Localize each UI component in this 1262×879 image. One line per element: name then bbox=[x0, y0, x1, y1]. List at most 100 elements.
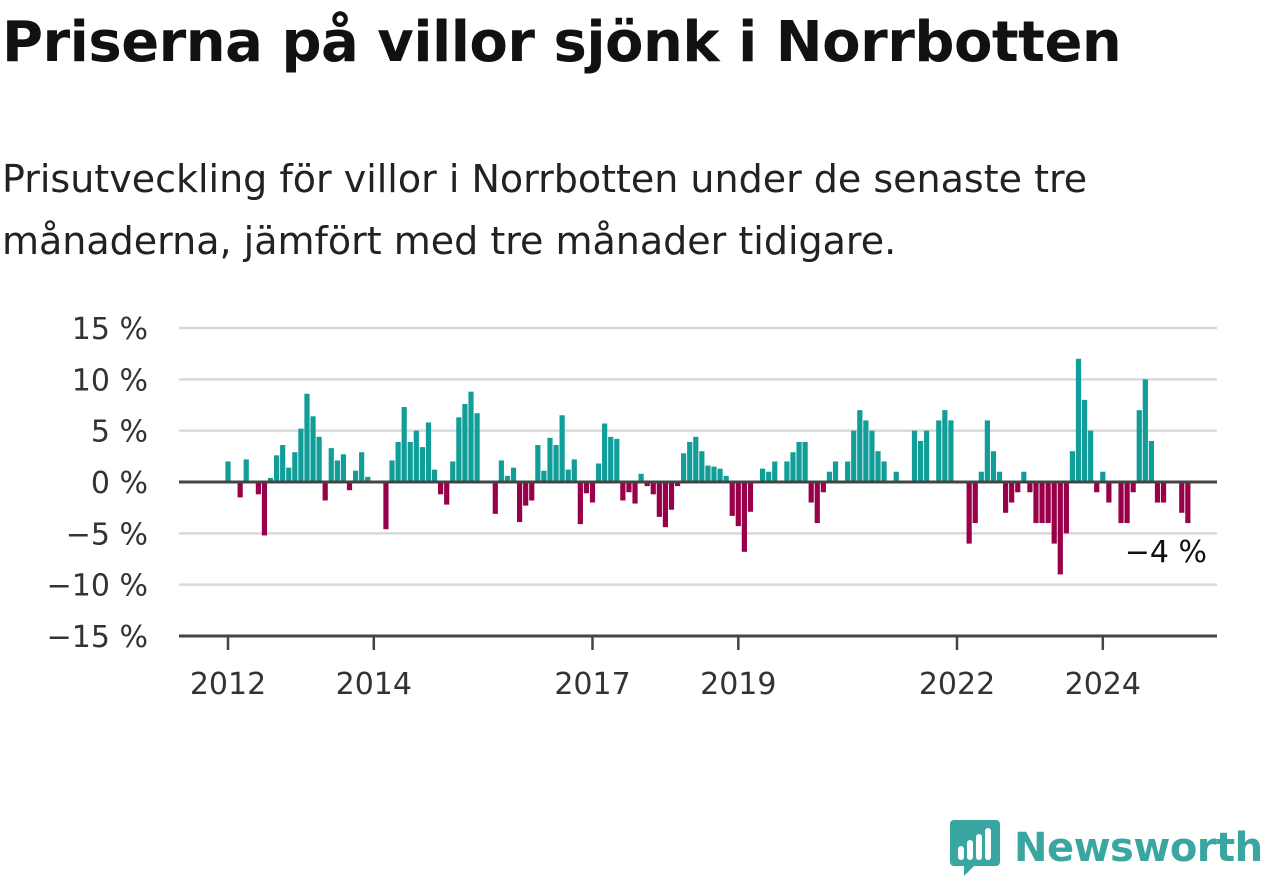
bar bbox=[1185, 482, 1191, 524]
bar bbox=[893, 471, 899, 482]
bar bbox=[790, 452, 796, 482]
bar bbox=[1003, 482, 1009, 513]
bar bbox=[1069, 451, 1076, 482]
bar bbox=[274, 455, 280, 482]
bar bbox=[419, 447, 425, 482]
bar bbox=[1039, 482, 1045, 524]
bar bbox=[1130, 482, 1136, 493]
bar bbox=[1124, 482, 1130, 524]
bar bbox=[1021, 471, 1027, 482]
bar bbox=[851, 430, 857, 482]
bar bbox=[316, 436, 322, 482]
bar bbox=[413, 430, 419, 482]
bar-chart: 15 %10 %5 %0 %−5 %−10 %−15 % 2012 2014 201… bbox=[47, 312, 1217, 700]
bar bbox=[365, 476, 371, 482]
bar bbox=[1057, 482, 1063, 575]
y-tick-label: 0 % bbox=[91, 466, 148, 501]
bar bbox=[1142, 379, 1148, 482]
bar bbox=[972, 482, 978, 524]
bar bbox=[444, 482, 450, 505]
bar bbox=[826, 471, 833, 482]
bar bbox=[656, 482, 662, 517]
bar bbox=[948, 420, 954, 482]
chart-title: Priserna på villor sjönk i Norrbotten bbox=[2, 10, 1122, 75]
bar bbox=[225, 461, 231, 482]
x-tick-label: 2022 bbox=[919, 667, 995, 700]
bar bbox=[1045, 482, 1051, 524]
bar bbox=[845, 461, 851, 482]
bar bbox=[766, 471, 772, 482]
gridlines bbox=[179, 326, 1217, 586]
newsworthy-logo-icon bbox=[950, 820, 1000, 876]
x-axis-tick-labels: 2012 2014 2017 2019 2022 2024 bbox=[190, 636, 1141, 700]
y-tick-label: −15 % bbox=[47, 620, 148, 655]
bar bbox=[498, 460, 504, 482]
bar bbox=[438, 482, 444, 495]
bar bbox=[674, 482, 681, 487]
bar bbox=[717, 468, 723, 482]
bar bbox=[255, 482, 261, 495]
y-tick-label: −5 % bbox=[66, 517, 148, 552]
bar bbox=[1094, 482, 1100, 493]
bar bbox=[984, 420, 990, 482]
bar bbox=[547, 437, 553, 482]
bar bbox=[261, 482, 268, 536]
bar bbox=[602, 423, 608, 482]
bar bbox=[474, 413, 480, 482]
bar bbox=[875, 451, 881, 482]
bar bbox=[711, 466, 717, 482]
newsworthy-brand: Newsworthy bbox=[950, 818, 1262, 878]
bar bbox=[468, 391, 474, 482]
bar bbox=[456, 417, 462, 482]
chart-subtitle: Prisutveckling för villor i Norrbotten u… bbox=[2, 157, 1088, 263]
bar bbox=[389, 460, 395, 482]
x-tick-label: 2024 bbox=[1065, 667, 1141, 700]
bar bbox=[1075, 358, 1082, 482]
bar bbox=[632, 482, 638, 504]
bar bbox=[668, 482, 675, 510]
brand-name: Newsworthy bbox=[1014, 825, 1262, 871]
bar bbox=[517, 482, 523, 523]
bar bbox=[243, 459, 249, 482]
bar bbox=[747, 482, 754, 512]
bar bbox=[942, 410, 948, 482]
bar bbox=[425, 422, 432, 482]
bar bbox=[462, 403, 468, 482]
bar bbox=[559, 415, 565, 482]
bar bbox=[1088, 430, 1094, 482]
bar bbox=[450, 461, 456, 482]
bar bbox=[687, 441, 693, 482]
bar bbox=[1051, 482, 1057, 544]
x-tick-label: 2014 bbox=[336, 667, 412, 700]
bar bbox=[1063, 482, 1069, 534]
bar bbox=[383, 482, 389, 530]
bar bbox=[735, 482, 741, 527]
bar bbox=[310, 416, 316, 482]
bar bbox=[614, 438, 620, 482]
bar bbox=[237, 482, 243, 498]
bar bbox=[772, 461, 778, 482]
bar bbox=[395, 441, 401, 482]
bar bbox=[681, 453, 687, 482]
bar bbox=[699, 451, 705, 482]
last-value-annotation: −4 % bbox=[1125, 535, 1207, 570]
bar bbox=[784, 461, 790, 482]
y-tick-label: 15 % bbox=[72, 312, 148, 347]
axes bbox=[179, 480, 1217, 638]
bar bbox=[729, 482, 735, 516]
bar bbox=[760, 468, 766, 482]
bar bbox=[608, 436, 614, 482]
bar bbox=[346, 482, 353, 491]
bar bbox=[401, 407, 407, 482]
bar bbox=[990, 451, 997, 482]
bar bbox=[1015, 482, 1021, 493]
bar bbox=[1160, 482, 1167, 503]
bar bbox=[814, 482, 820, 524]
y-tick-label: 5 % bbox=[91, 415, 148, 450]
bar bbox=[334, 460, 340, 482]
x-tick-label: 2019 bbox=[700, 667, 776, 700]
bar bbox=[966, 482, 972, 544]
bar bbox=[304, 393, 310, 482]
bar bbox=[280, 445, 286, 482]
bar bbox=[869, 430, 875, 482]
